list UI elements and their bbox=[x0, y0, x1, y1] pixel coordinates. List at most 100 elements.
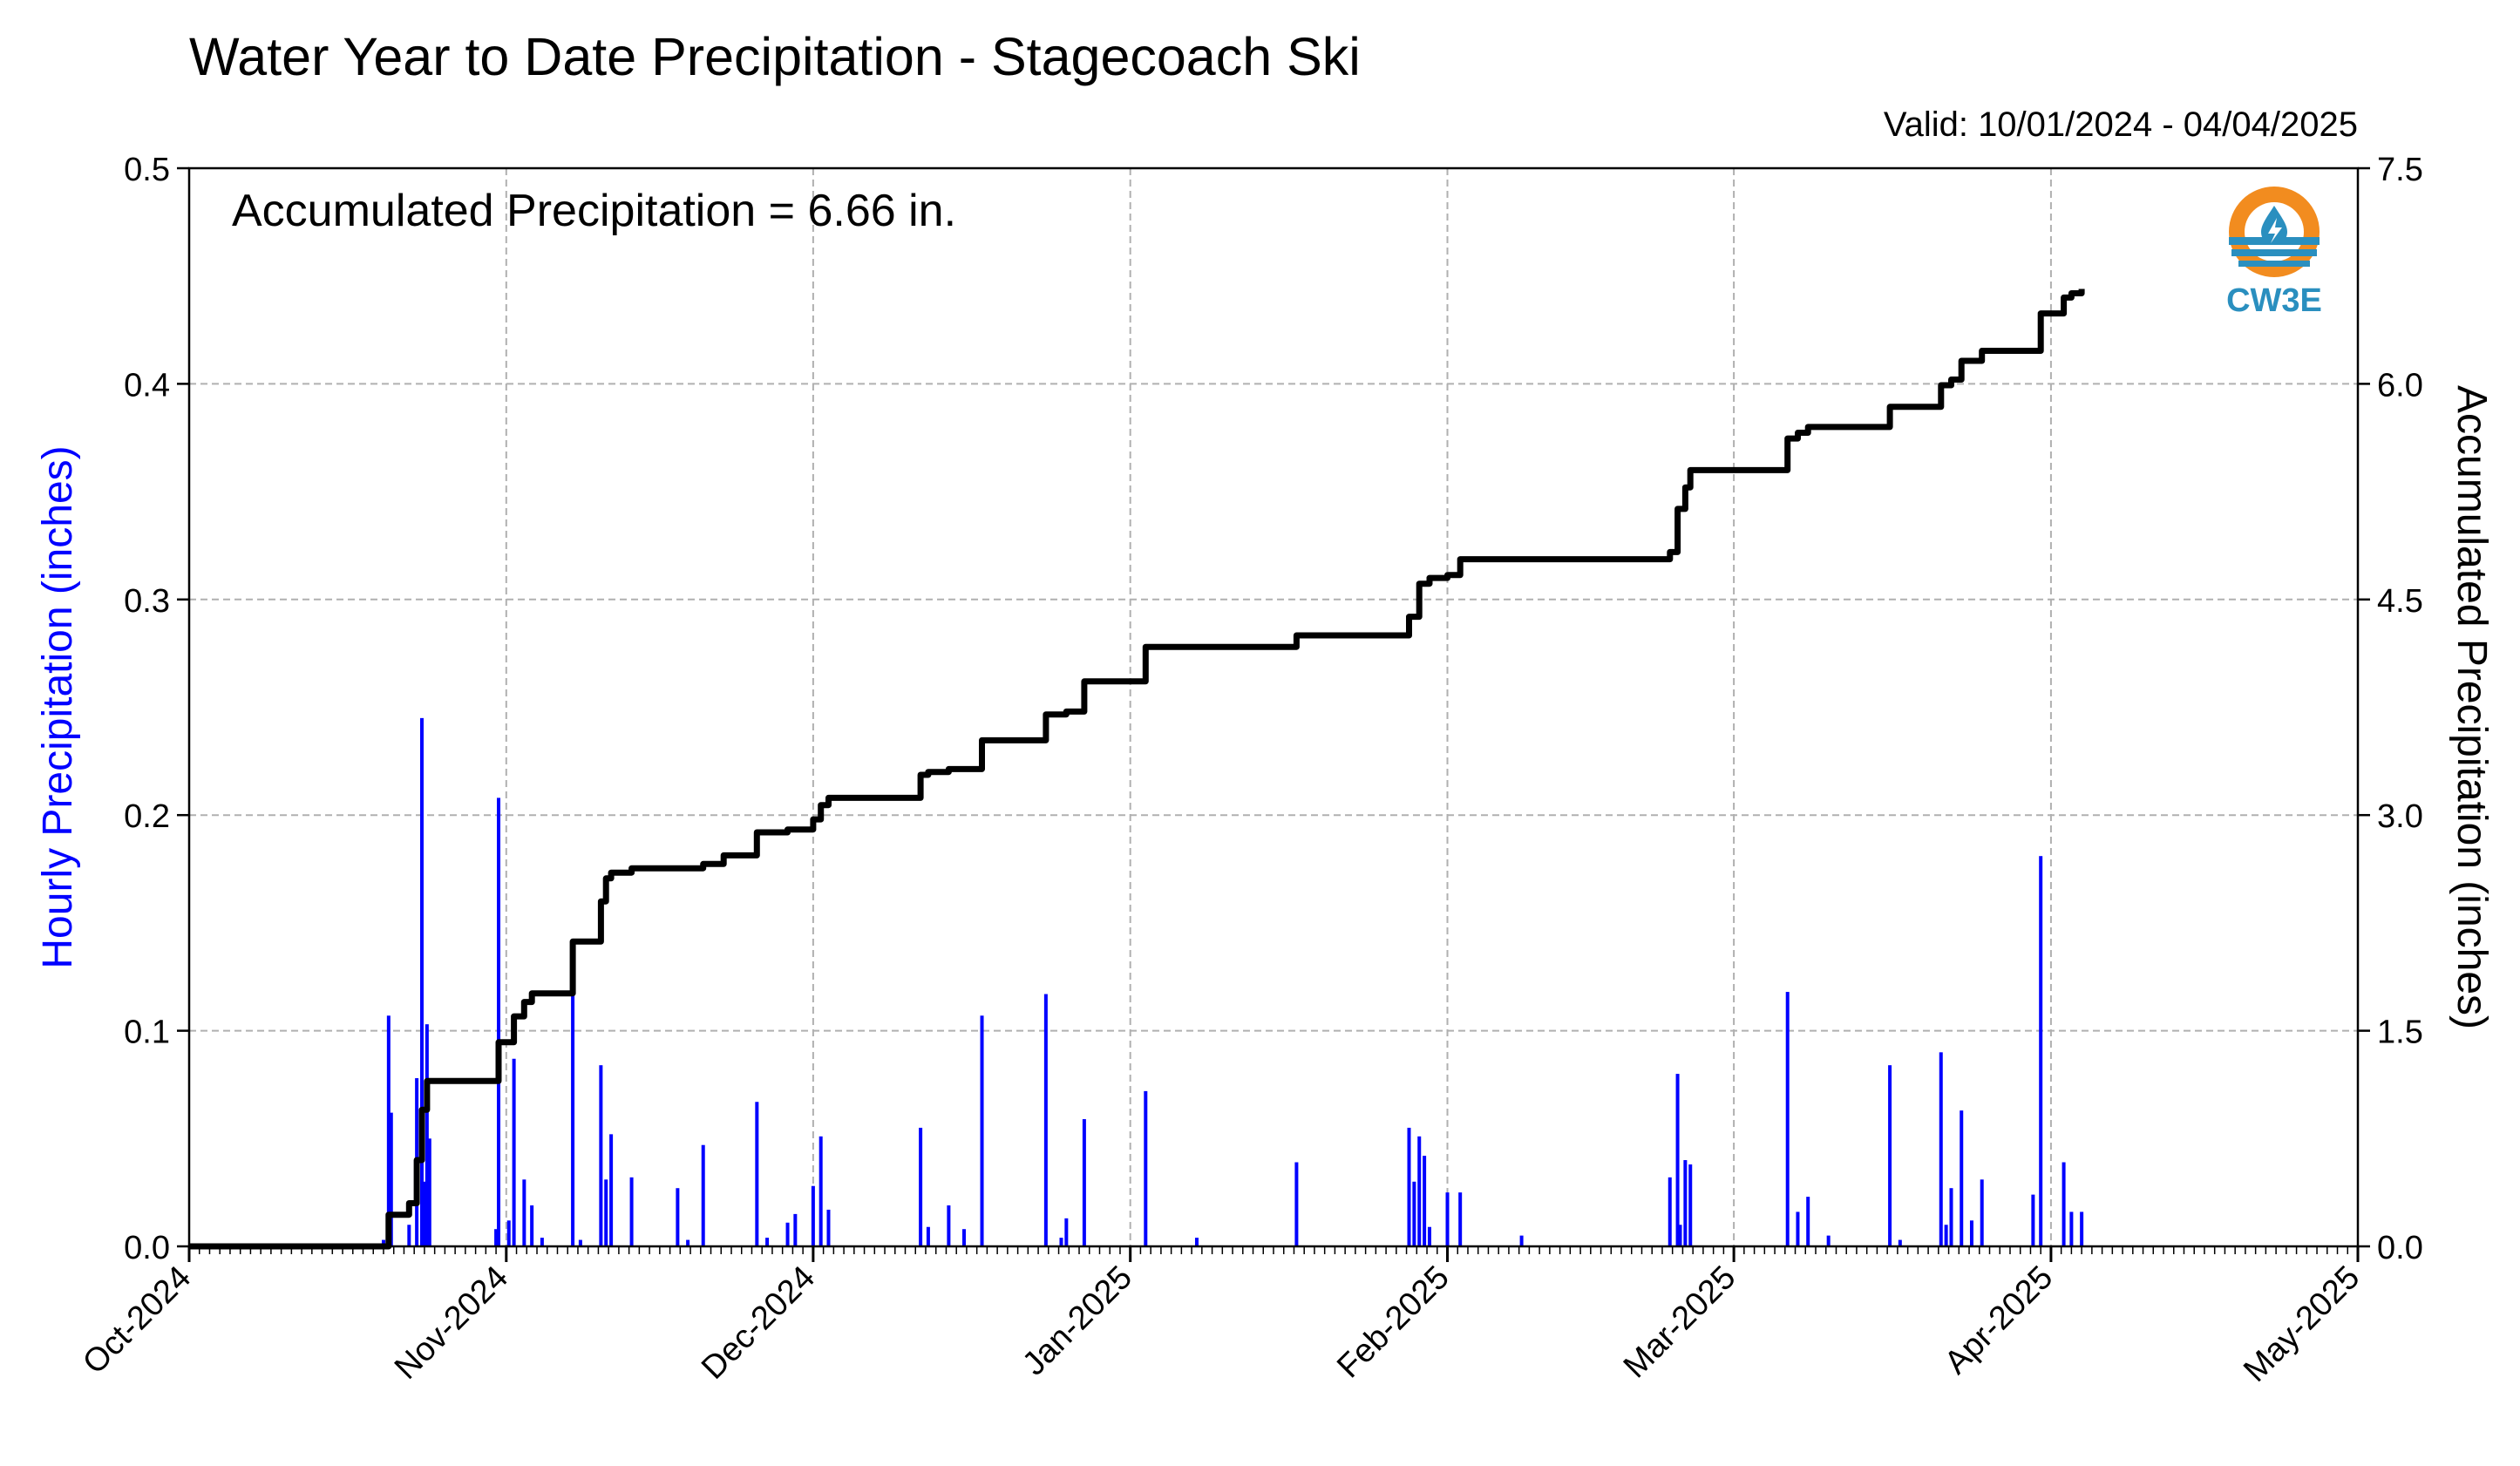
hourly-bars bbox=[381, 717, 2084, 1246]
hourly-bar bbox=[1944, 1225, 1948, 1246]
hourly-bar bbox=[506, 1220, 511, 1246]
x-tick-label: Apr-2025 bbox=[1938, 1259, 2060, 1381]
hourly-bar bbox=[826, 1209, 831, 1246]
hourly-bar bbox=[1059, 1238, 1063, 1246]
hourly-bar bbox=[1144, 1090, 1148, 1246]
hourly-bar bbox=[386, 1015, 391, 1246]
hourly-bar bbox=[1683, 1160, 1688, 1246]
y-tick-label-right: 4.5 bbox=[2377, 583, 2423, 620]
hourly-bar bbox=[1082, 1119, 1086, 1246]
hourly-bar bbox=[604, 1179, 608, 1246]
hourly-bar bbox=[961, 1229, 966, 1246]
hourly-bar bbox=[811, 1185, 815, 1246]
hourly-bar bbox=[407, 1225, 411, 1246]
hourly-bar bbox=[609, 1134, 614, 1246]
hourly-bar bbox=[599, 1065, 603, 1246]
x-tick-label: Mar-2025 bbox=[1617, 1259, 1743, 1386]
hourly-bar bbox=[919, 1127, 923, 1246]
accumulated-line bbox=[189, 288, 2085, 1250]
y-tick-label-left: 0.5 bbox=[124, 152, 170, 188]
hourly-bar bbox=[1294, 1162, 1299, 1246]
accumulated-line-group bbox=[189, 288, 2085, 1250]
hourly-bar bbox=[1423, 1156, 1427, 1246]
hourly-bar bbox=[1445, 1192, 1450, 1246]
hourly-bar bbox=[793, 1213, 798, 1246]
hourly-bar bbox=[1064, 1218, 1069, 1246]
hourly-bar bbox=[1407, 1127, 1411, 1246]
y-tick-label-left: 0.3 bbox=[124, 583, 170, 620]
axis-labels: 0.0 0.1 0.2 0.3 0.4 0.5 0.0 1.5 3.0 4.5 6.0 7.5 Oct-… bbox=[35, 152, 2495, 1389]
hourly-bar bbox=[1688, 1164, 1693, 1246]
hourly-bar bbox=[422, 1181, 426, 1246]
hourly-bar bbox=[926, 1226, 930, 1246]
y-tick-label-right: 3.0 bbox=[2377, 798, 2423, 835]
hourly-bar bbox=[2039, 856, 2043, 1246]
hourly-bar bbox=[947, 1205, 951, 1246]
x-tick-label: Nov-2024 bbox=[388, 1259, 515, 1387]
x-tick-label: Feb-2025 bbox=[1330, 1259, 1457, 1386]
chart-title: Water Year to Date Precipitation - Stage… bbox=[189, 27, 1361, 86]
hourly-bar bbox=[494, 1229, 499, 1246]
hourly-bar bbox=[1043, 994, 1048, 1246]
cw3e-logo: CW3E bbox=[2218, 180, 2331, 328]
hourly-bar bbox=[1939, 1052, 1943, 1246]
y-tick-label-right: 7.5 bbox=[2377, 152, 2423, 188]
hourly-bar bbox=[1969, 1220, 1973, 1246]
y-tick-label-left: 0.0 bbox=[124, 1230, 170, 1266]
x-tick-label: Dec-2024 bbox=[695, 1259, 822, 1387]
hourly-bar bbox=[381, 1239, 385, 1246]
hourly-bar bbox=[1675, 1074, 1680, 1246]
hourly-bar bbox=[1806, 1197, 1810, 1246]
x-tick-label: Jan-2025 bbox=[1015, 1259, 1139, 1383]
hourly-bar bbox=[578, 1239, 582, 1246]
y-tick-label-right: 1.5 bbox=[2377, 1015, 2423, 1051]
hourly-bar bbox=[676, 1188, 680, 1246]
cw3e-logo-text: CW3E bbox=[2226, 282, 2322, 319]
accumulated-annotation: Accumulated Precipitation = 6.66 in. bbox=[232, 186, 957, 236]
valid-date-range: Valid: 10/01/2024 - 04/04/2025 bbox=[1883, 105, 2358, 144]
hourly-bar bbox=[427, 1138, 431, 1246]
hourly-bar bbox=[522, 1179, 526, 1246]
hourly-bar bbox=[1960, 1110, 1964, 1246]
hourly-bar bbox=[1785, 992, 1790, 1246]
hourly-bar bbox=[389, 1112, 393, 1246]
hourly-bar bbox=[1458, 1192, 1463, 1246]
hourly-bar bbox=[1412, 1181, 1416, 1246]
hourly-bar bbox=[2069, 1211, 2074, 1246]
hourly-bar bbox=[497, 797, 501, 1246]
hourly-bar bbox=[419, 717, 424, 1246]
hourly-bar bbox=[1898, 1239, 1902, 1246]
hourly-bar bbox=[701, 1144, 705, 1246]
y-tick-label-right: 6.0 bbox=[2377, 367, 2423, 404]
hourly-bar bbox=[1678, 1225, 1682, 1246]
hourly-bar bbox=[1194, 1238, 1199, 1246]
hourly-bar bbox=[1668, 1177, 1672, 1246]
x-tick-label: Oct-2024 bbox=[76, 1259, 198, 1381]
axis-ticks bbox=[177, 166, 2370, 1262]
y-tick-label-left: 0.4 bbox=[124, 367, 170, 404]
hourly-bar bbox=[2062, 1162, 2066, 1246]
y-tick-label-right: 0.0 bbox=[2377, 1230, 2423, 1266]
y-axis-label-right: Accumulated Precipitation (inches) bbox=[2449, 385, 2495, 1029]
hourly-bar bbox=[512, 1058, 516, 1246]
hourly-bar bbox=[980, 1015, 984, 1246]
hourly-bar bbox=[1980, 1179, 1984, 1246]
hourly-bar bbox=[765, 1238, 770, 1246]
hourly-bar bbox=[785, 1222, 790, 1246]
y-tick-label-left: 0.2 bbox=[124, 798, 170, 835]
hourly-bar bbox=[425, 1024, 429, 1246]
hourly-bar bbox=[1888, 1065, 1892, 1246]
hourly-bar bbox=[2031, 1194, 2035, 1246]
hourly-bar bbox=[540, 1238, 544, 1246]
hourly-bar bbox=[686, 1239, 690, 1246]
hourly-bar bbox=[571, 983, 575, 1246]
cw3e-logo-icon bbox=[2229, 187, 2320, 277]
hourly-bar bbox=[1826, 1235, 1831, 1246]
y-axis-label-left: Hourly Precipitation (inches) bbox=[35, 445, 81, 968]
hourly-bar bbox=[1519, 1235, 1524, 1246]
hourly-bar bbox=[1427, 1226, 1431, 1246]
hourly-bar bbox=[1796, 1211, 1800, 1246]
grid-lines bbox=[189, 168, 2358, 1246]
hourly-bar bbox=[629, 1177, 634, 1246]
